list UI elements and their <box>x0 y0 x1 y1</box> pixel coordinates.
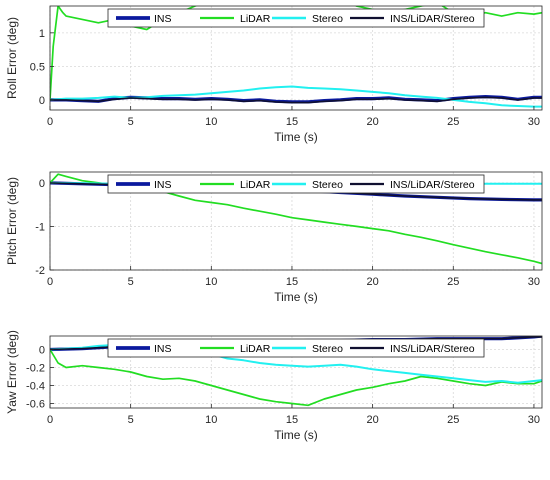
x-tick-label: 10 <box>205 414 217 426</box>
legend-label: INS <box>154 13 172 25</box>
x-tick-label: 15 <box>286 276 298 288</box>
legend-label: INS/LiDAR/Stereo <box>390 13 475 25</box>
chart-panel-3: 0 5 10 15 20 25 30 0 -0.2 -0.4 -0.6 Time (s) Yaw Err… <box>5 330 542 442</box>
legend: INS LiDAR Stereo INS/LiDAR/Stereo <box>108 9 484 27</box>
x-tick-label: 25 <box>447 414 459 426</box>
y-axis-label: Roll Error (deg) <box>5 17 19 99</box>
x-tick-label: 20 <box>366 116 378 128</box>
x-tick-label: 10 <box>205 116 217 128</box>
y-axis-label: Yaw Error (deg) <box>5 330 19 414</box>
x-tick-label: 10 <box>205 276 217 288</box>
x-axis-label: Time (s) <box>274 290 318 304</box>
legend-label: LiDAR <box>240 13 271 25</box>
legend: INS LiDAR Stereo INS/LiDAR/Stereo <box>108 339 484 357</box>
legend-label: LiDAR <box>240 343 271 355</box>
y-tick-label: 0 <box>39 95 45 107</box>
y-tick-label: -1 <box>35 221 45 233</box>
y-tick-label: -0.2 <box>26 363 45 375</box>
x-axis-label: Time (s) <box>274 428 318 442</box>
x-tick-label: 30 <box>528 414 540 426</box>
y-tick-label: 0 <box>39 178 45 190</box>
x-tick-label: 5 <box>128 276 134 288</box>
y-tick-label: 0.5 <box>30 61 45 73</box>
x-tick-label: 5 <box>128 414 134 426</box>
legend-label: INS/LiDAR/Stereo <box>390 343 475 355</box>
y-tick-label: -0.6 <box>26 399 45 411</box>
chart-panel-1: 0 5 10 15 20 25 30 0 0.5 1 Time (s) Roll Error (deg… <box>5 0 542 144</box>
x-axis-label: Time (s) <box>274 130 318 144</box>
x-tick-label: 0 <box>47 276 53 288</box>
y-tick-label: 0 <box>39 345 45 357</box>
legend-label: Stereo <box>312 13 343 25</box>
y-axis-label: Pitch Error (deg) <box>5 177 19 265</box>
y-tick-label: 1 <box>39 28 45 40</box>
x-tick-label: 25 <box>447 276 459 288</box>
x-tick-label: 0 <box>47 116 53 128</box>
x-tick-label: 20 <box>366 414 378 426</box>
x-tick-label: 15 <box>286 414 298 426</box>
legend-label: Stereo <box>312 343 343 355</box>
y-tick-label: -2 <box>35 265 45 277</box>
x-tick-label: 20 <box>366 276 378 288</box>
x-tick-label: 25 <box>447 116 459 128</box>
legend-label: INS <box>154 179 172 191</box>
legend-label: INS <box>154 343 172 355</box>
legend-label: INS/LiDAR/Stereo <box>390 179 475 191</box>
legend: INS LiDAR Stereo INS/LiDAR/Stereo <box>108 175 484 193</box>
y-tick-label: -0.4 <box>26 381 45 393</box>
x-tick-label: 5 <box>128 116 134 128</box>
x-tick-label: 0 <box>47 414 53 426</box>
chart-panel-2: 0 5 10 15 20 25 30 0 -1 -2 Time (s) Pitch Error (de… <box>5 172 542 304</box>
legend-label: LiDAR <box>240 179 271 191</box>
x-tick-label: 30 <box>528 116 540 128</box>
x-tick-label: 30 <box>528 276 540 288</box>
legend-label: Stereo <box>312 179 343 191</box>
x-tick-label: 15 <box>286 116 298 128</box>
